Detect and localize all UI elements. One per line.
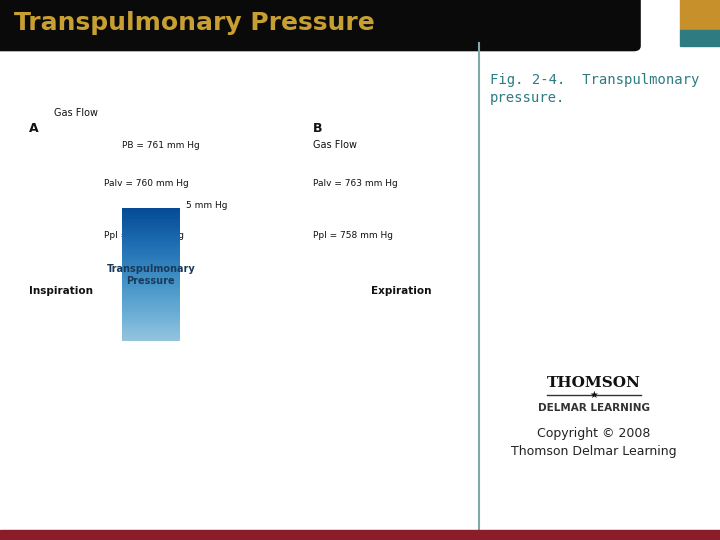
Text: Inspiration: Inspiration [29,286,93,296]
Text: THOMSON: THOMSON [547,376,641,390]
Text: ★: ★ [590,390,598,400]
Text: B: B [313,122,323,136]
Text: A: A [29,122,38,136]
Bar [0,530,720,540]
Text: Transpulmonary Pressure: Transpulmonary Pressure [14,11,375,35]
Text: Ppl = 755 mm Hg: Ppl = 755 mm Hg [104,231,184,240]
Bar [680,30,720,46]
Text: Gas Flow: Gas Flow [54,108,98,118]
Text: PB = 761 mm Hg: PB = 761 mm Hg [122,141,200,151]
Text: Fig. 2-4.  Transpulmonary
pressure.: Fig. 2-4. Transpulmonary pressure. [490,73,699,105]
Text: Expiration: Expiration [371,286,431,296]
Text: Transpulmonary
Pressure: Transpulmonary Pressure [107,264,195,286]
Text: Copyright © 2008
Thomson Delmar Learning: Copyright © 2008 Thomson Delmar Learning [511,427,677,458]
Text: Palv = 763 mm Hg: Palv = 763 mm Hg [313,179,398,188]
Text: Gas Flow: Gas Flow [313,140,357,151]
Text: Ppl = 758 mm Hg: Ppl = 758 mm Hg [313,231,393,240]
Text: Palv = 760 mm Hg: Palv = 760 mm Hg [104,179,189,188]
Bar [680,0,720,30]
FancyBboxPatch shape [0,0,641,51]
Text: DELMAR LEARNING: DELMAR LEARNING [538,403,650,413]
Text: 5 mm Hg: 5 mm Hg [186,201,228,210]
